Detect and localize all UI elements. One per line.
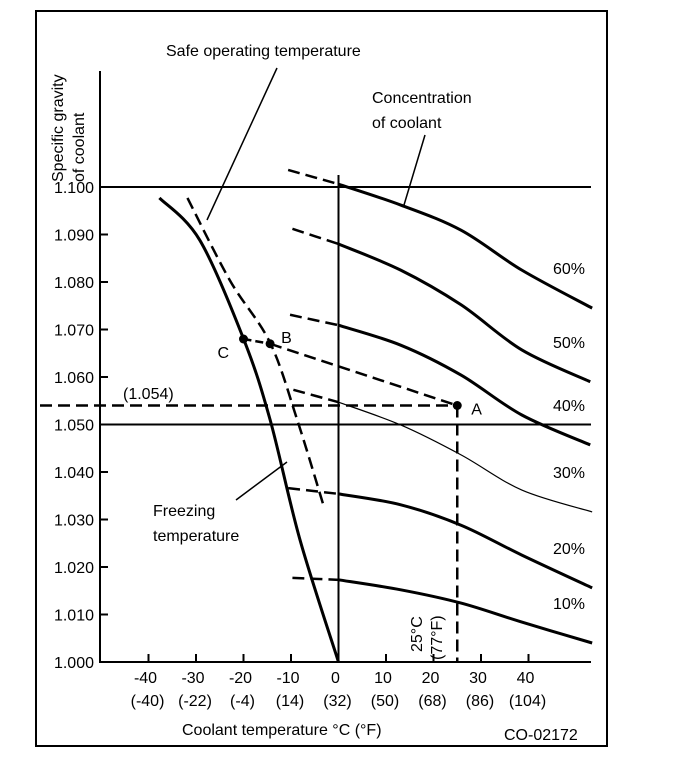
series-dashed-50% [292, 227, 339, 246]
point-C [239, 334, 248, 344]
series-dashed-20% [288, 486, 339, 496]
freezing-curve [158, 196, 340, 663]
y-tick-label: 1.060 [54, 370, 94, 387]
series-dashed-60% [287, 168, 339, 186]
temp-marker-f: (77°F) [429, 615, 446, 660]
x-tick-label-c: 40 [517, 670, 535, 687]
y-tick-label: 1.050 [54, 418, 94, 435]
series-line-10% [338, 578, 593, 645]
figure-id: CO-02172 [504, 727, 578, 744]
freezing-label-line2: temperature [153, 528, 239, 545]
series-label: 50% [553, 335, 585, 352]
x-tick-label-c: -40 [134, 670, 157, 687]
y-tick-label: 1.100 [54, 180, 94, 197]
temp-marker-c: 25°C [409, 616, 426, 652]
series-label: 30% [553, 465, 585, 482]
freezing-label-line1: Freezing [153, 503, 215, 520]
x-tick-label-c: 10 [374, 670, 392, 687]
point-A [452, 401, 462, 410]
x-tick-label-c: 0 [331, 670, 340, 687]
x-tick-label-c: 30 [469, 670, 487, 687]
series-line-60% [338, 182, 593, 310]
x-tick-label-f: (14) [276, 693, 304, 710]
x-tick-label-f: (-40) [131, 693, 165, 710]
safe-operating-leader [206, 67, 278, 221]
freezing-leader [235, 461, 288, 501]
y-tick-label: 1.040 [54, 465, 94, 482]
b-c-line [243, 337, 271, 345]
y-tick-label: 1.010 [54, 608, 94, 625]
x-tick-label-f: (68) [418, 693, 446, 710]
x-tick-label-c: -10 [276, 670, 299, 687]
y-tick-label: 1.020 [54, 560, 94, 577]
point-label-A: A [471, 402, 482, 419]
series-line-30% [338, 401, 593, 513]
y-axis-title-line1: Specific gravity [50, 74, 67, 182]
x-tick-label-f: (86) [466, 693, 494, 710]
series-line-40% [338, 323, 591, 447]
reading-label: (1.054) [123, 386, 174, 403]
x-axis-title: Coolant temperature °C (°F) [182, 722, 382, 739]
safe-operating-curve [186, 197, 325, 506]
safe-operating-label: Safe operating temperature [166, 43, 361, 60]
series-line-50% [337, 242, 591, 384]
series-label: 10% [553, 596, 585, 613]
x-tick-label-f: (104) [509, 693, 546, 710]
point-label-C: C [218, 345, 230, 362]
concentration-label-line2: of coolant [372, 115, 442, 132]
a-b-line [269, 342, 458, 407]
y-tick-label: 1.070 [54, 323, 94, 340]
series-label: 20% [553, 541, 585, 558]
y-tick-label: 1.000 [54, 655, 94, 672]
point-label-B: B [281, 330, 292, 347]
series-label: 60% [553, 261, 585, 278]
point-B [265, 339, 275, 349]
y-tick-label: 1.030 [54, 513, 94, 530]
concentration-label-line1: Concentration [372, 90, 472, 107]
x-tick-label-c: 20 [422, 670, 440, 687]
y-axis-title-line2: of coolant [71, 112, 88, 182]
frame [35, 10, 608, 747]
x-tick-label-f: (50) [371, 693, 399, 710]
x-tick-label-c: -30 [181, 670, 204, 687]
x-tick-label-f: (32) [323, 693, 351, 710]
series-dashed-30% [293, 388, 339, 404]
series-label: 40% [553, 398, 585, 415]
series-dashed-10% [292, 576, 339, 582]
x-tick-label-c: -20 [229, 670, 252, 687]
series-line-20% [338, 492, 593, 590]
concentration-leader [403, 134, 426, 206]
x-tick-label-f: (-4) [230, 693, 255, 710]
y-tick-label: 1.080 [54, 275, 94, 292]
x-tick-label-f: (-22) [178, 693, 212, 710]
y-tick-label: 1.090 [54, 228, 94, 245]
series-dashed-40% [289, 313, 339, 327]
